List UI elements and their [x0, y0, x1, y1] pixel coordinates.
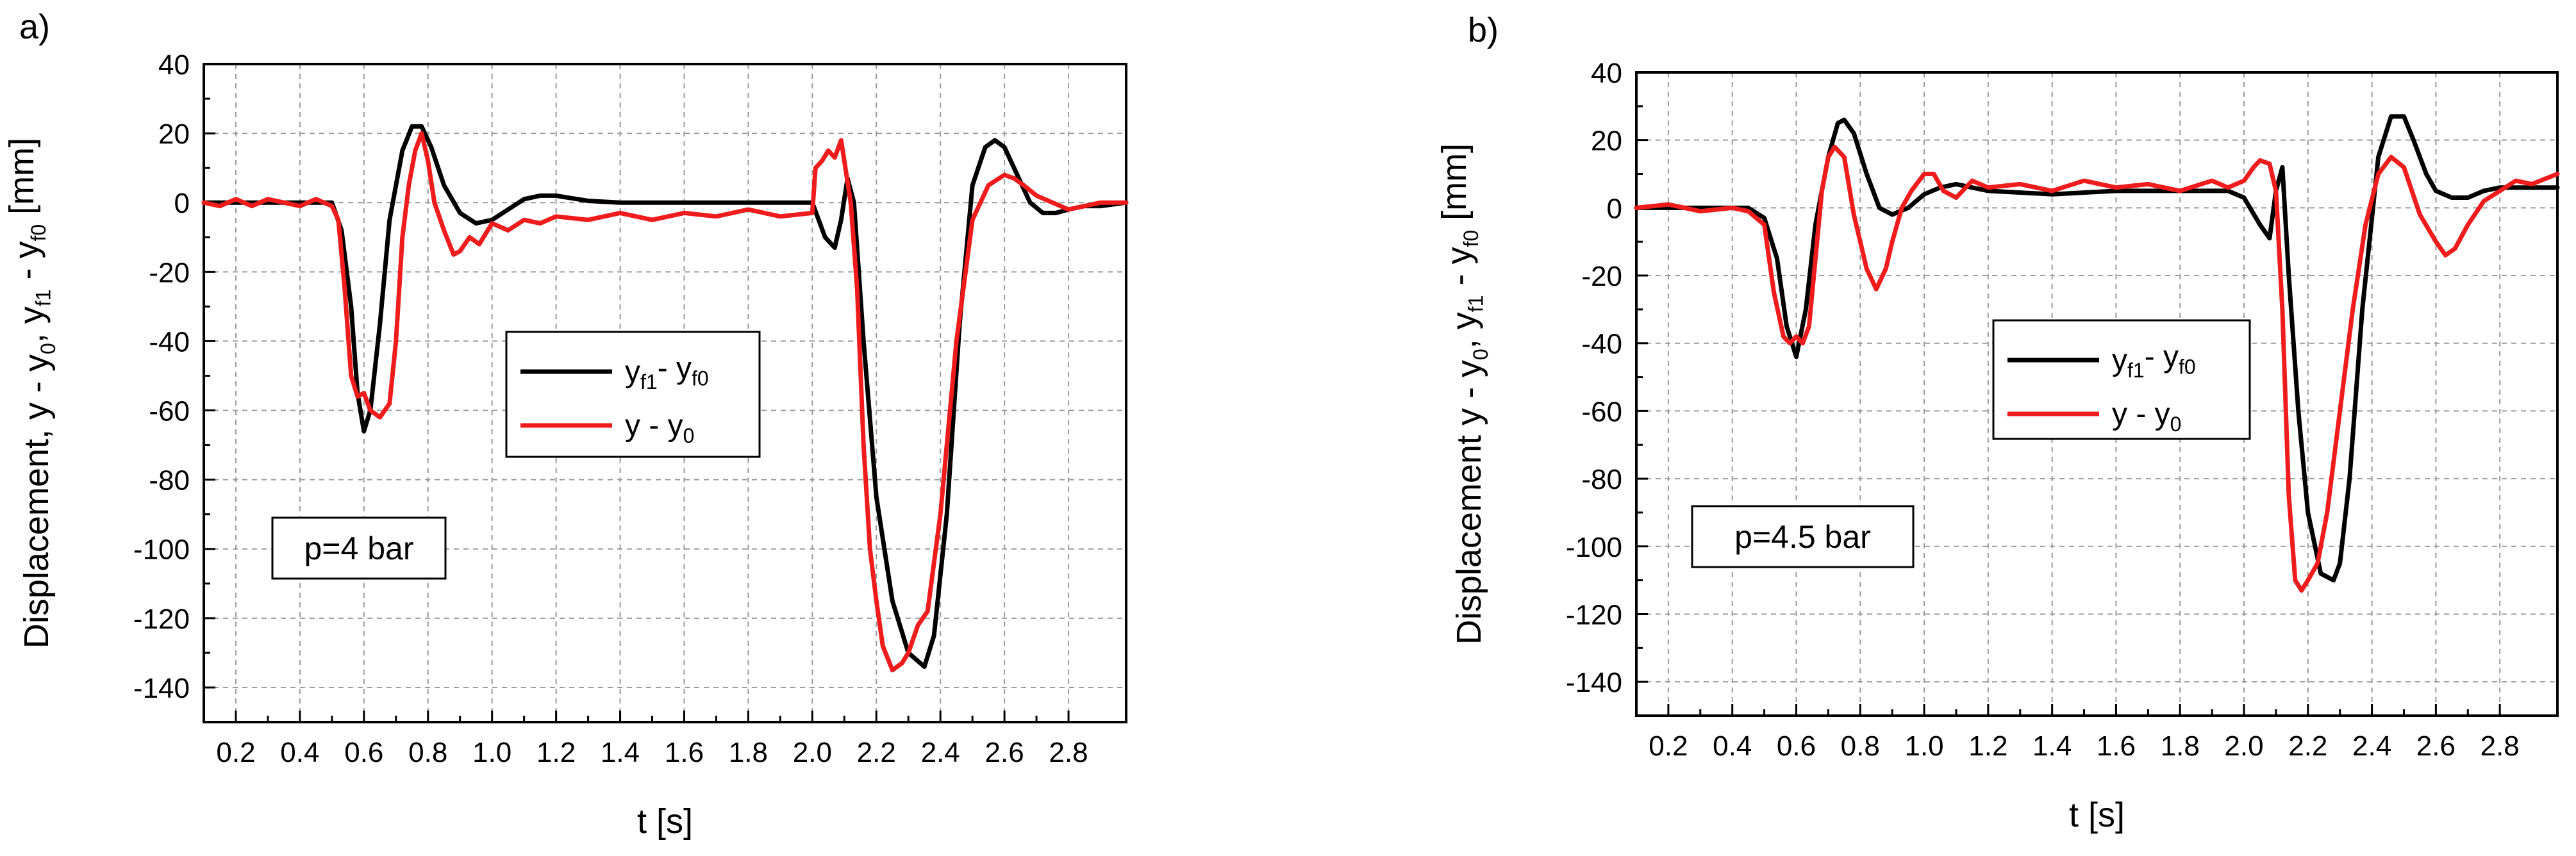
y-tick-label: -120 — [133, 604, 190, 635]
y-axis-label: Displacement, y - y0, yf1 - yf0 [mm] — [3, 138, 60, 648]
x-tick-label: 1.0 — [472, 737, 511, 768]
x-tick-label: 1.2 — [1968, 730, 2007, 762]
series-line-y-y0 — [1634, 144, 2560, 593]
x-tick-label: 0.4 — [1713, 730, 1752, 762]
x-tick-label: 1.4 — [601, 737, 640, 768]
y-tick-label: -40 — [149, 326, 190, 358]
annotation-text: p=4 bar — [304, 531, 414, 566]
legend-box — [1992, 319, 2251, 440]
plot-frame — [1635, 71, 2559, 717]
x-tick-label: 2.2 — [2288, 730, 2327, 762]
legend-label: yf1- yf0 — [2112, 340, 2196, 382]
x-tick-label: 1.0 — [1904, 730, 1943, 762]
annotation-box — [1691, 505, 1915, 568]
y-tick-label: -80 — [1581, 464, 1622, 495]
x-tick-label: 0.4 — [280, 737, 319, 768]
legend-label: y - y0 — [2112, 397, 2181, 436]
y-tick-label: 20 — [158, 119, 190, 150]
legend-box — [505, 331, 761, 458]
annotation-box — [271, 516, 447, 580]
y-tick-label: -20 — [1581, 261, 1622, 292]
x-tick-label: 1.2 — [536, 737, 576, 768]
x-tick-label: 0.6 — [1777, 730, 1816, 762]
x-tick-label: 2.6 — [2416, 730, 2456, 762]
series-line-y-y0 — [201, 131, 1129, 673]
x-tick-label: 0.2 — [1649, 730, 1688, 762]
x-tick-label: 0.8 — [1841, 730, 1880, 762]
legend-label: y - y0 — [625, 409, 694, 447]
chart-panel-a: a) 0.2 0.4 0.6 0.8 1.0 1.2 1.4 1.6 1.8 2.0 2.2 2.4 2.… — [3, 8, 1129, 841]
y-tick-label: 0 — [1607, 193, 1622, 224]
x-tick-label: 1.8 — [2161, 730, 2200, 762]
grid — [1636, 72, 2557, 716]
y-tick-label: -120 — [1566, 599, 1622, 630]
y-tick-label: -20 — [149, 257, 190, 288]
x-tick-label: 2.0 — [2224, 730, 2263, 762]
legend: yf1- yf0 y - y0 — [1992, 319, 2251, 440]
panel-label: b) — [1468, 11, 1499, 49]
y-tick-label: 40 — [1591, 58, 1622, 89]
x-tick-label: 2.8 — [2480, 730, 2520, 762]
x-tick-label: 1.8 — [729, 737, 768, 768]
x-tick-label: 2.8 — [1049, 737, 1088, 768]
annotation-text: p=4.5 bar — [1734, 519, 1871, 555]
x-tick-label: 1.6 — [665, 737, 704, 768]
y-tick-label: -40 — [1581, 329, 1622, 360]
y-tick-label: -100 — [1566, 532, 1622, 563]
x-tick-label: 0.6 — [344, 737, 383, 768]
y-tick-label: 20 — [1591, 126, 1622, 157]
y-tick-label: -140 — [1566, 667, 1622, 698]
chart-panel-b: b) 0.2 0.4 0.6 0.8 1.0 1.2 1.4 1.6 1.8 2.0 2.2 2.4 2.… — [1435, 11, 2560, 834]
y-tick-label: -60 — [149, 396, 190, 427]
x-axis-label: t [s] — [637, 802, 693, 841]
panel-label: a) — [19, 8, 50, 46]
y-tick-label: -100 — [133, 534, 190, 566]
y-axis-label: Displacement y - y0, yf1 - yf0 [mm] — [1435, 144, 1492, 645]
legend-label: yf1- yf0 — [625, 351, 709, 393]
x-tick-label: 2.4 — [921, 737, 960, 768]
y-tick-label: -60 — [1581, 396, 1622, 427]
x-tick-label: 1.4 — [2032, 730, 2072, 762]
legend: yf1- yf0 y - y0 — [505, 331, 761, 458]
y-tick-label: -80 — [149, 465, 190, 497]
x-tick-label: 1.6 — [2097, 730, 2136, 762]
y-tick-label: -140 — [133, 673, 190, 704]
x-tick-label: 0.8 — [408, 737, 447, 768]
x-axis-label: t [s] — [2069, 796, 2125, 834]
y-tick-label: 40 — [158, 49, 190, 81]
x-tick-label: 2.6 — [985, 737, 1024, 768]
x-tick-label: 2.2 — [857, 737, 896, 768]
plot-frame — [203, 63, 1127, 723]
x-tick-label: 0.2 — [216, 737, 255, 768]
y-tick-label: 0 — [174, 188, 190, 219]
x-tick-label: 2.0 — [793, 737, 832, 768]
x-tick-label: 2.4 — [2352, 730, 2391, 762]
